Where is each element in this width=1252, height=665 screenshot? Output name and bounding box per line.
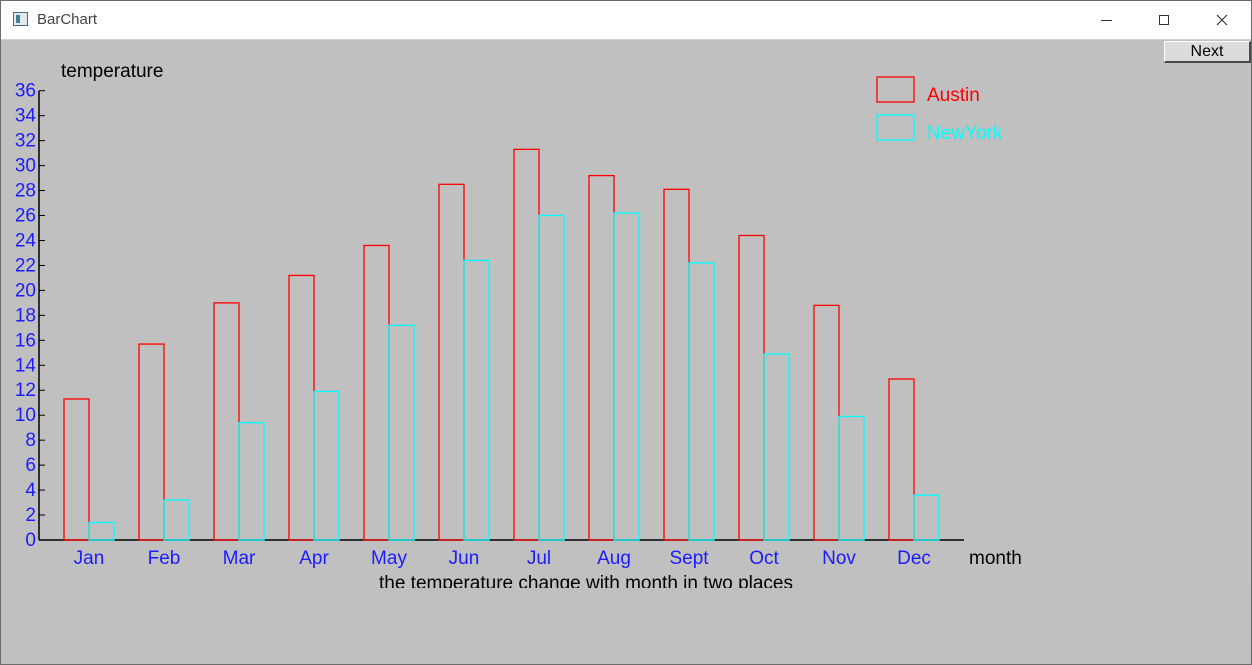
minimize-button[interactable] <box>1077 1 1135 39</box>
bar-austin-jul <box>513 148 540 541</box>
close-icon <box>1216 14 1228 26</box>
bar-newyork-sept <box>688 262 715 541</box>
bar-austin-mar <box>213 302 240 541</box>
bar-austin-jun <box>438 183 465 541</box>
x-tick-label: Jul <box>527 548 551 569</box>
bar-austin-nov <box>813 304 840 541</box>
bar-newyork-apr <box>313 390 340 541</box>
bar-austin-apr <box>288 274 315 541</box>
legend-label-austin: Austin <box>927 85 980 106</box>
x-tick-label: Apr <box>299 548 329 569</box>
legend-swatch-newyork <box>876 114 915 141</box>
y-tick-label: 22 <box>15 255 36 276</box>
next-button[interactable]: Next <box>1164 41 1251 63</box>
bar-newyork-mar <box>238 422 265 541</box>
app-icon <box>13 12 28 26</box>
legend-swatch-austin <box>876 76 915 103</box>
x-tick-label: Aug <box>597 548 631 569</box>
y-tick-label: 36 <box>15 81 36 102</box>
y-tick-label: 2 <box>25 505 36 526</box>
bar-newyork-jul <box>538 214 565 541</box>
x-tick-label: May <box>371 548 407 569</box>
y-tick-label: 28 <box>15 181 36 202</box>
x-tick-label: Dec <box>897 548 931 569</box>
y-tick-label: 32 <box>15 131 36 152</box>
bar-newyork-dec <box>913 494 940 541</box>
y-tick-label: 20 <box>15 280 36 301</box>
bar-newyork-feb <box>163 499 190 541</box>
y-tick-label: 30 <box>15 156 36 177</box>
x-tick-label: Jun <box>449 548 480 569</box>
x-axis-label: month <box>969 548 1022 569</box>
bar-austin-sept <box>663 188 690 541</box>
y-axis-label: temperature <box>61 61 163 82</box>
legend-label-newyork: NewYork <box>927 123 1003 144</box>
bar-austin-oct <box>738 234 765 541</box>
x-tick-label: Nov <box>822 548 856 569</box>
bar-newyork-oct <box>763 353 790 541</box>
x-tick-label: Oct <box>749 548 779 569</box>
x-tick-label: Jan <box>74 548 105 569</box>
bar-newyork-aug <box>613 212 640 541</box>
y-tick-label: 26 <box>15 206 36 227</box>
bottom-strip <box>1 588 1251 664</box>
y-tick-label: 6 <box>25 455 36 476</box>
y-tick-label: 0 <box>25 530 36 551</box>
x-tick-label: Sept <box>669 548 709 569</box>
chart-title: the temperature change with month in two… <box>379 573 793 588</box>
bar-austin-dec <box>888 378 915 541</box>
x-tick-label: Feb <box>148 548 181 569</box>
x-tick-label: Mar <box>223 548 256 569</box>
window-title: BarChart <box>37 11 98 28</box>
y-tick-label: 12 <box>15 380 36 401</box>
bar-austin-feb <box>138 343 165 541</box>
bar-austin-aug <box>588 174 615 541</box>
y-tick-label: 18 <box>15 305 36 326</box>
y-tick-label: 4 <box>25 480 36 501</box>
bar-newyork-nov <box>838 415 865 541</box>
title-bar: BarChart <box>1 1 1251 40</box>
bar-newyork-jan <box>88 521 115 541</box>
y-tick-label: 24 <box>15 230 37 251</box>
bar-newyork-jun <box>463 259 490 541</box>
y-tick-label: 8 <box>25 430 36 451</box>
bar-austin-jan <box>63 398 90 541</box>
y-tick-label: 14 <box>15 355 37 376</box>
minimize-icon <box>1100 19 1112 21</box>
close-button[interactable] <box>1193 1 1251 39</box>
y-tick-label: 10 <box>15 405 36 426</box>
bar-newyork-may <box>388 324 415 541</box>
maximize-icon <box>1159 15 1169 25</box>
y-tick-label: 34 <box>15 106 37 127</box>
bar-austin-may <box>363 244 390 541</box>
maximize-button[interactable] <box>1135 1 1193 39</box>
y-tick-label: 16 <box>15 330 36 351</box>
